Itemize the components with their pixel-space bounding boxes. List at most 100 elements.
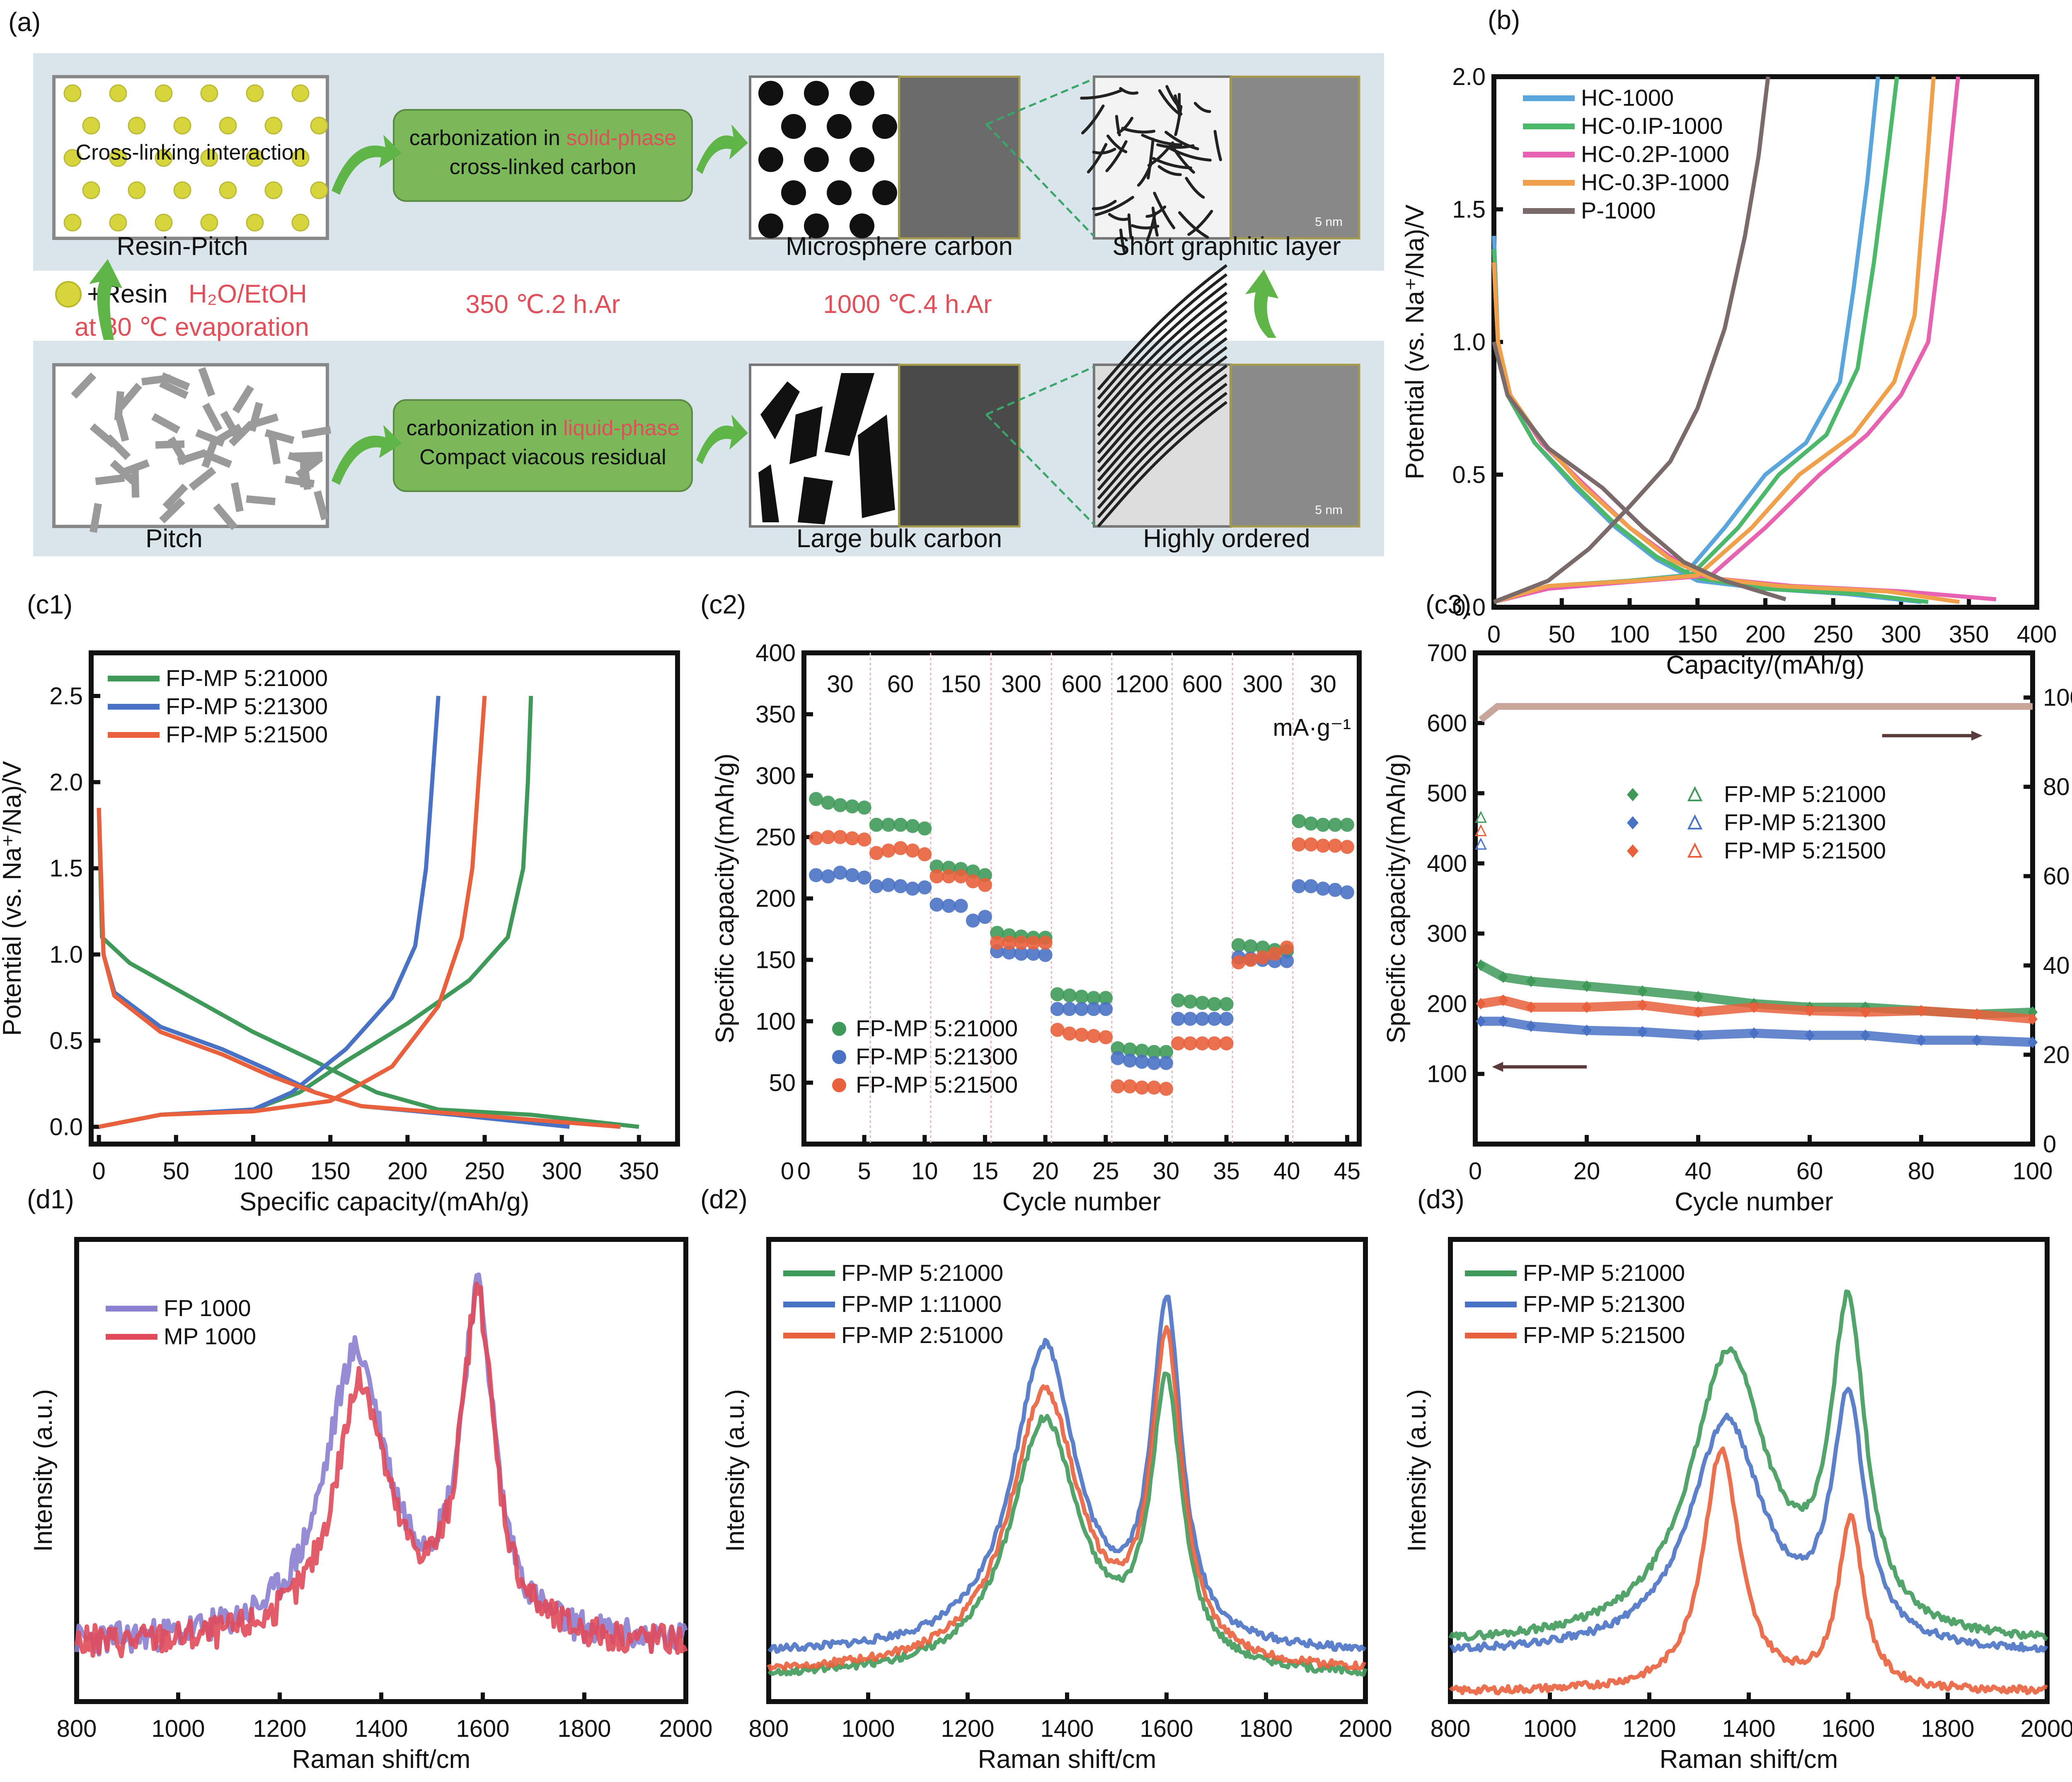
- x-tick-label: 80: [1908, 1158, 1935, 1185]
- y-tick-label: 250: [755, 824, 796, 851]
- y-axis-label: Potential (vs. Na⁺/Na)/V: [1401, 204, 1429, 480]
- resin-sphere: [155, 84, 173, 102]
- y-tick-label: 500: [1427, 780, 1467, 807]
- curve-discharge-fp-mp-5-21300: [97, 808, 570, 1129]
- x-tick-label: 15: [972, 1158, 999, 1185]
- data-point: [1075, 1002, 1089, 1016]
- ce-trace: [1479, 703, 2033, 722]
- chart-d2: (d2) 800 1000 1200 1400 1600 1800 2000 Raman shi…: [700, 1184, 1392, 1774]
- data-point: [990, 936, 1005, 950]
- graphitic-segment: [1080, 89, 1123, 100]
- x-tick-label: 0: [1469, 1158, 1482, 1185]
- data-point: [954, 869, 968, 884]
- legend-label: FP-MP 5:21000: [1523, 1260, 1685, 1286]
- legend-marker-capacity: [1627, 788, 1639, 801]
- graphitic-segment: [1119, 228, 1126, 254]
- data-point: [1280, 954, 1294, 968]
- pitch-rod: [231, 482, 244, 512]
- legend-label: FP-MP 5:21000: [841, 1260, 1003, 1286]
- rate-label: 600: [1182, 671, 1222, 698]
- x-tick-label: 250: [465, 1158, 505, 1185]
- chart-d3: (d3) 800 1000 1200 1400 1600 1800 2000 Raman shi…: [1403, 1184, 2072, 1774]
- microsphere-hole: [850, 213, 874, 238]
- graphitic-segment: [1141, 133, 1183, 147]
- arrow-top-1: [332, 135, 402, 195]
- resin-sphere: [155, 213, 173, 232]
- pitch-rod: [248, 402, 263, 432]
- panel-label-c1: (c1): [27, 589, 73, 619]
- resin-sphere: [246, 149, 264, 167]
- data-point: [1316, 817, 1330, 832]
- resin-sphere: [109, 213, 127, 232]
- bulk-carbon-caption: Large bulk carbon: [796, 524, 1002, 553]
- pitch-rods: [71, 367, 332, 533]
- capacity-point: [1972, 1034, 1982, 1046]
- data-point: [1219, 1011, 1234, 1026]
- tem-image-bottom: [1230, 364, 1360, 528]
- pitch-rod: [90, 423, 117, 448]
- curve-charge-hc-0-3p-1000: [1493, 76, 1936, 604]
- y2-tick-label: 60: [2043, 863, 2070, 890]
- y-tick-label: 700: [1427, 640, 1467, 667]
- microsphere-hole: [850, 81, 874, 106]
- data-point: [1099, 1030, 1113, 1045]
- x-tick-label: 1000: [841, 1715, 895, 1742]
- arrow-up-left: [89, 259, 122, 340]
- resin-pitch-box: Cross-linking interaction: [52, 75, 329, 240]
- resin-sphere: [291, 213, 310, 232]
- resin-pitch-caption: Resin-Pitch: [117, 232, 248, 261]
- graphitic-segment: [1193, 102, 1211, 113]
- sem-image-bottom: [898, 364, 1021, 528]
- charts: (b)0 50 100 150 200 250 300 350 4000.00.51.01.52…: [0, 5, 2072, 1774]
- graphitic-segment: [1081, 104, 1105, 135]
- x-tick-label: 300: [1881, 621, 1921, 648]
- data-point: [1304, 816, 1318, 831]
- y-tick-label: 600: [1427, 710, 1467, 737]
- graphitic-segment: [1121, 126, 1156, 134]
- data-point: [881, 878, 896, 892]
- y-tick-label: 0.5: [1452, 461, 1486, 488]
- legend-label: FP-MP 1:11000: [841, 1291, 1002, 1317]
- data-point: [1062, 988, 1077, 1003]
- resin-sphere: [155, 149, 173, 167]
- resin-sphere: [128, 116, 146, 135]
- pitch-rod: [295, 455, 323, 479]
- pitch-rod: [268, 434, 281, 465]
- pitch-rod: [159, 380, 189, 399]
- y-tick-label: 0.0: [1452, 594, 1486, 621]
- x-tick-label: 100: [233, 1158, 274, 1185]
- data-point: [1231, 955, 1246, 970]
- x-tick-label: 1400: [1040, 1715, 1094, 1742]
- resin-sphere: [82, 181, 100, 199]
- data-point: [917, 880, 932, 895]
- resin-sphere: [219, 116, 237, 135]
- graphitic-segment: [1164, 131, 1199, 150]
- microsphere-hole: [850, 147, 874, 172]
- y-tick-label: 2.0: [49, 769, 83, 796]
- capacity-point: [1805, 1005, 1815, 1017]
- capacity-point: [1637, 985, 1648, 997]
- panel-label-b: (b): [1488, 5, 1520, 35]
- data-point: [929, 859, 944, 874]
- graphitic-segment: [1178, 211, 1209, 239]
- ordered-layer: [1097, 383, 1228, 509]
- x-tick-label: 2000: [1339, 1715, 1392, 1742]
- ordered-layer: [1097, 282, 1228, 409]
- x-tick-label: 100: [2013, 1158, 2053, 1185]
- origin-label: 0: [781, 1158, 794, 1185]
- y-axis-label: Intensity (a.u.): [29, 1389, 58, 1552]
- data-point: [1147, 1080, 1161, 1095]
- curve-discharge-fp-mp-5-21000: [97, 808, 639, 1129]
- graphitic-segment: [1157, 165, 1182, 176]
- graphitic-segment: [1169, 147, 1212, 162]
- capacity-point: [1860, 1006, 1871, 1018]
- microsphere-hole: [781, 180, 806, 205]
- data-point: [929, 869, 944, 884]
- data-point: [1050, 1002, 1065, 1016]
- legend-marker: [832, 1022, 846, 1036]
- resin-sphere: [109, 84, 127, 102]
- y2-tick-label: 100: [2043, 684, 2072, 711]
- resin-sphere: [63, 213, 82, 232]
- data-point: [1280, 941, 1294, 955]
